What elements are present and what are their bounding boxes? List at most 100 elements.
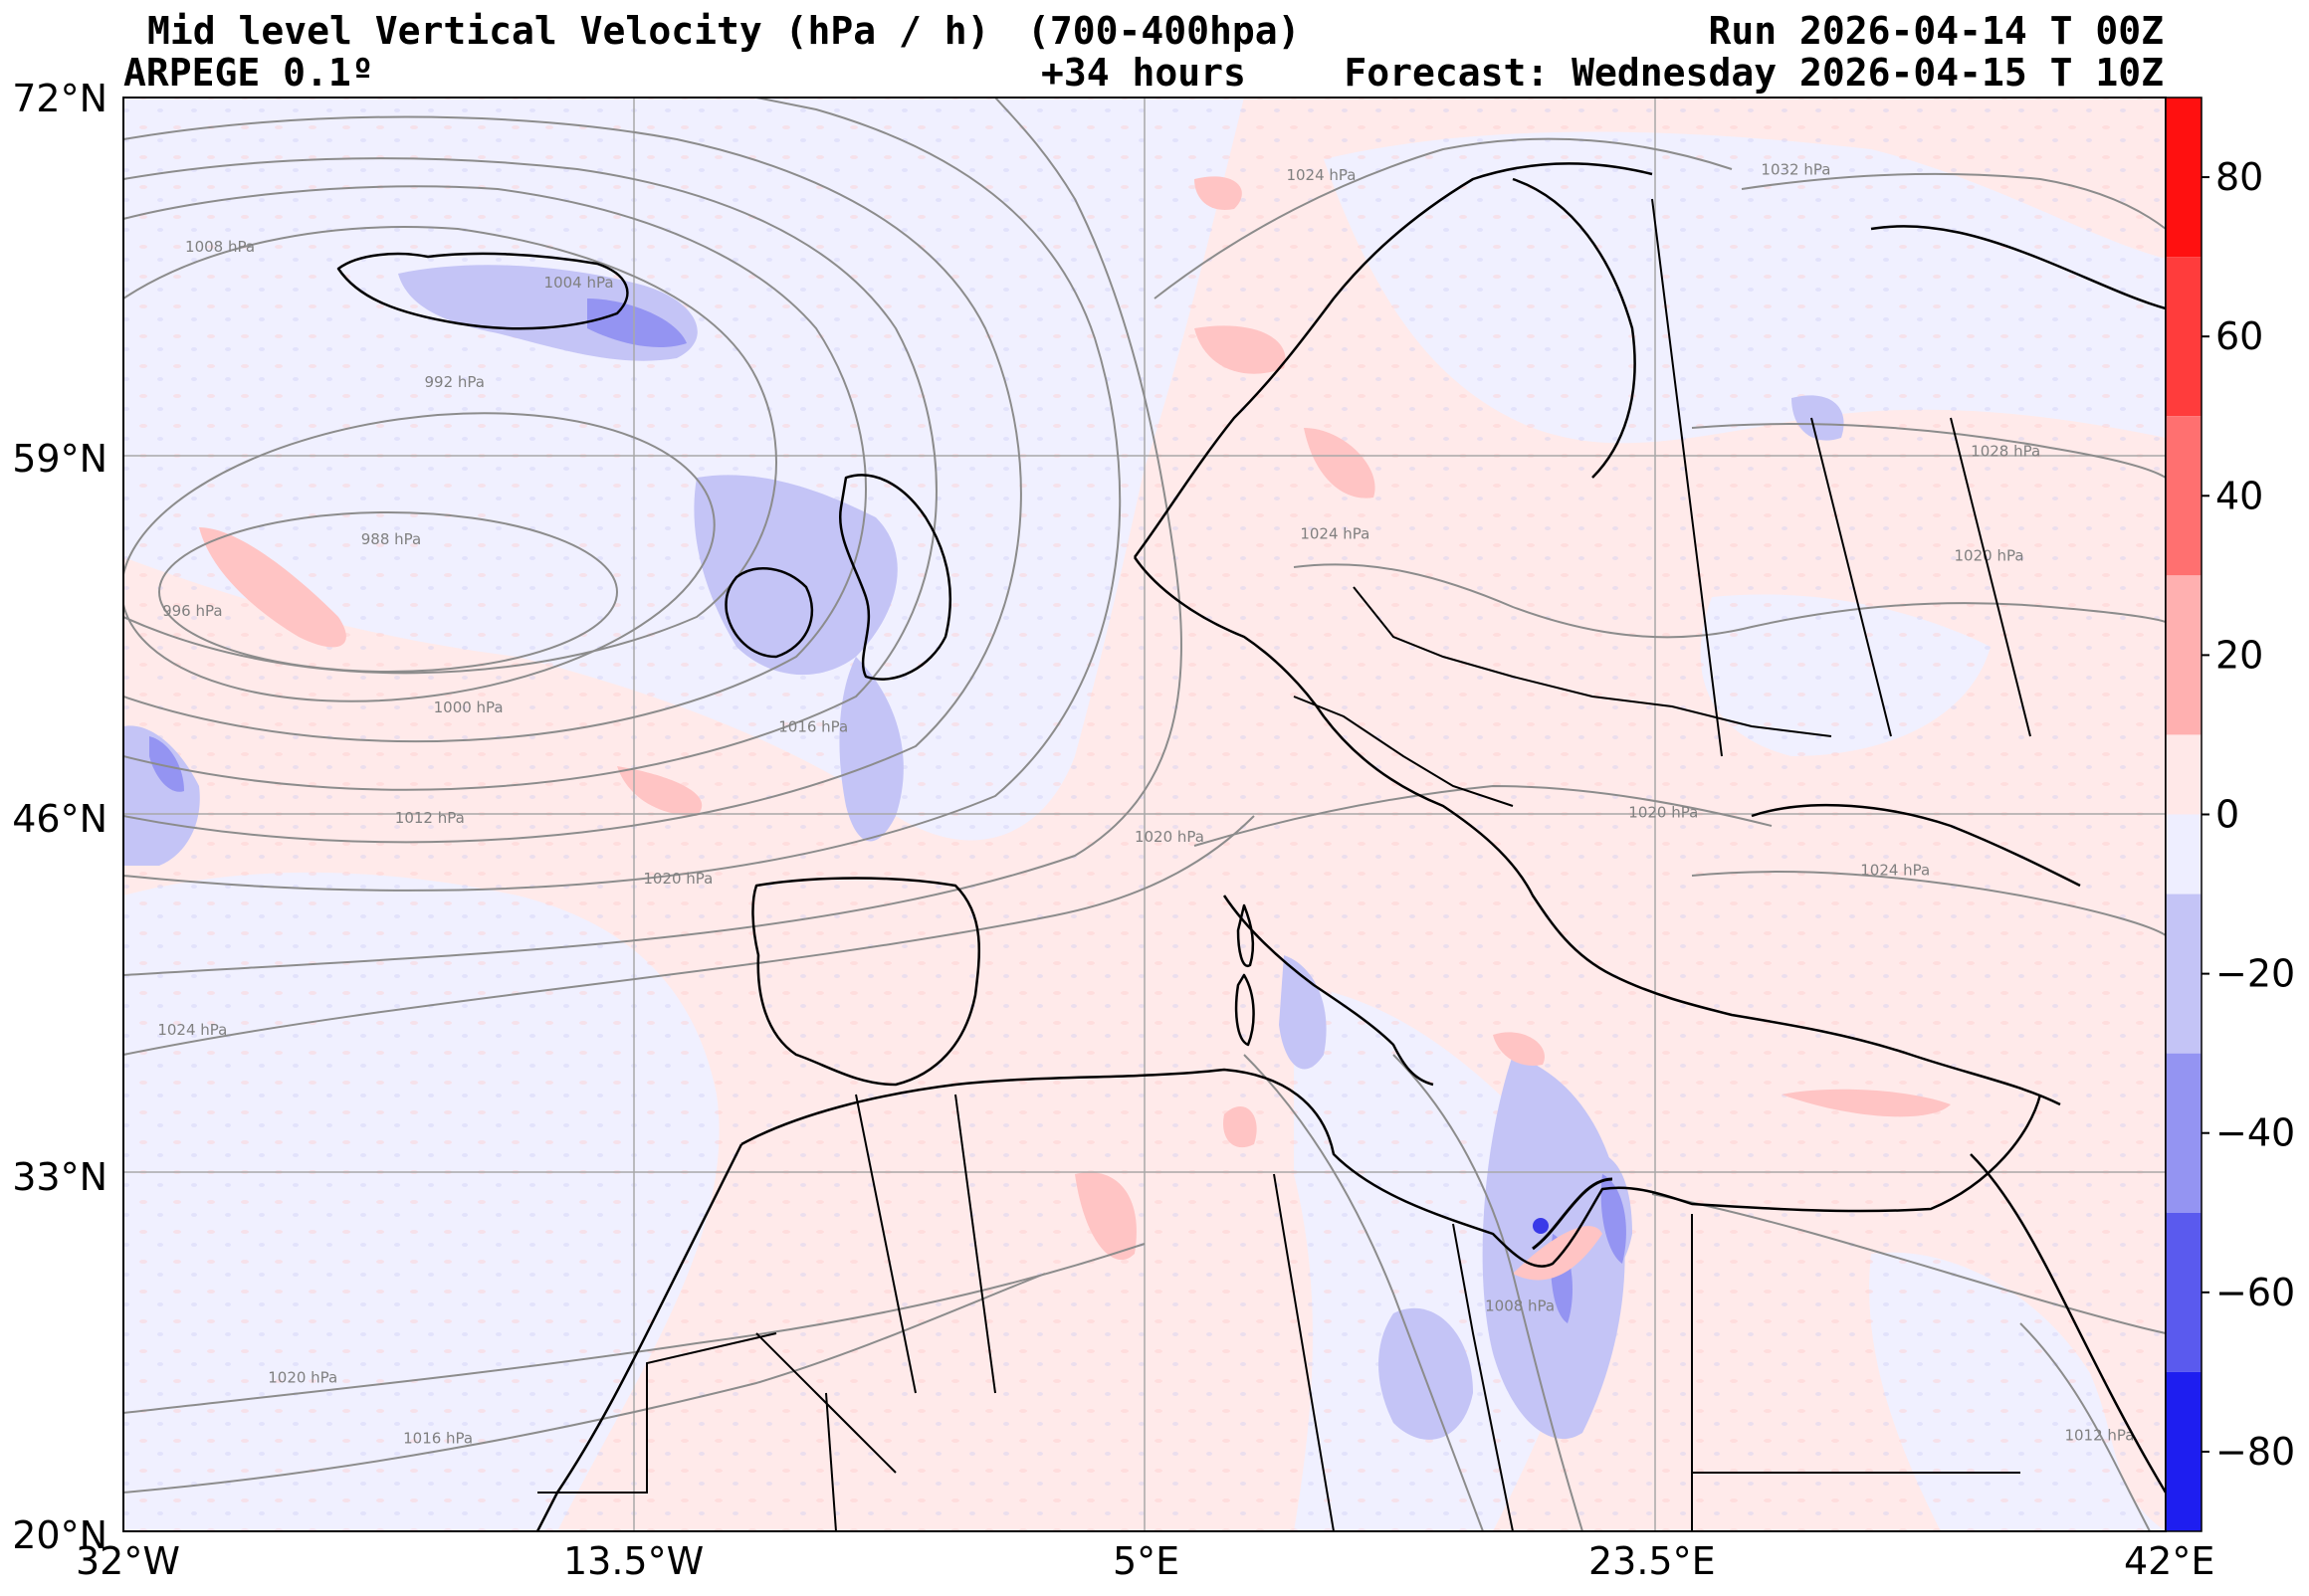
model-name: ARPEGE 0.1º: [123, 51, 374, 95]
lon-tick-23e: 23.5°E: [1588, 1539, 1716, 1583]
isobar-1008: [123, 115, 1022, 844]
colorbar-tick-label: 80: [2215, 155, 2263, 199]
lat-tick-46: 46°N: [12, 797, 107, 841]
isobar-label: 1032 hPa: [1761, 161, 1830, 179]
scandinavia-coast: [1133, 162, 1653, 558]
colorbar-band: [2166, 734, 2202, 815]
lead-time: +34 hours: [1041, 51, 1246, 95]
colorbar-band: [2166, 814, 2202, 895]
colorbar-band: [2166, 98, 2202, 258]
isobar-label: 1012 hPa: [2064, 1427, 2134, 1445]
isobar-label: 1028 hPa: [1971, 442, 2040, 460]
lon-tick-13w: 13.5°W: [563, 1539, 705, 1583]
colorbar-band: [2166, 1053, 2202, 1213]
isobar-label: 1024 hPa: [1300, 524, 1369, 542]
colorbar-band: [2166, 575, 2202, 735]
colorbar-band: [2166, 1212, 2202, 1372]
isobar-label: 1020 hPa: [1628, 803, 1698, 821]
isobar-label: 1008 hPa: [1485, 1297, 1555, 1314]
colorbar-band: [2166, 257, 2202, 417]
lat-tick-59: 59°N: [12, 437, 107, 481]
descent-patches: [199, 176, 1951, 1281]
white-sea-coast: [1870, 225, 2166, 310]
isobar-1016-south: [123, 1273, 1046, 1494]
isobar-label: 1020 hPa: [1955, 547, 2024, 565]
isobar-label: 988 hPa: [361, 530, 421, 548]
ascent-core: [1533, 1218, 1549, 1234]
isobar-1024-north: [1154, 137, 1733, 299]
isobar-label: 1024 hPa: [1860, 861, 1930, 879]
isobar-label: 1016 hPa: [778, 717, 848, 735]
isobar-1024-east: [1691, 871, 2166, 936]
isobar-label: 996 hPa: [162, 602, 222, 620]
red-sea-coast: [1970, 1153, 2166, 1494]
colorbar-tick-label: 0: [2215, 793, 2239, 837]
country-borders: [537, 198, 2031, 1531]
isobar-988: [158, 511, 618, 673]
sardinia-coast: [1234, 973, 1255, 1047]
isobar-1008-africa: [1392, 1054, 1583, 1531]
isobar-1012-africa: [1243, 1054, 1484, 1531]
lon-tick-42e: 42°E: [2124, 1539, 2215, 1583]
colorbar-tick-label: −60: [2215, 1271, 2295, 1314]
isobar-1016-east: [1651, 1193, 2166, 1334]
corsica-coast: [1236, 903, 1255, 968]
ireland-coast: [725, 567, 814, 659]
isobar-label: 1020 hPa: [643, 870, 713, 888]
isobar-1000: [123, 185, 867, 743]
isobar-label: 1004 hPa: [544, 274, 614, 292]
run-time: Run 2026-04-14 T 00Z: [1708, 9, 2164, 53]
black-sea-coast: [1751, 803, 2081, 888]
forecast-time: Forecast: Wednesday 2026-04-15 T 10Z: [1344, 51, 2164, 95]
chart-title: Mid level Vertical Velocity (hPa / h): [147, 9, 990, 53]
isobars: [123, 98, 2166, 1531]
baltic-coast: [1512, 177, 1636, 479]
italy-coast: [1222, 895, 1434, 1087]
colorbar: 80 60 40 20 0 −20 −40 −60 −80: [2165, 97, 2295, 1532]
isobar-label: 1020 hPa: [1135, 828, 1204, 846]
isobar-1020-east: [1293, 563, 2166, 639]
coastlines: [336, 162, 2166, 1531]
isobar-label: 1024 hPa: [157, 1021, 227, 1039]
iberia-coast: [751, 877, 980, 1087]
colorbar-tick-label: −20: [2215, 952, 2295, 996]
isobar-1020: [123, 815, 1255, 1056]
isobar-1028: [1691, 423, 2166, 479]
map-grid: [123, 98, 2166, 1531]
isobar-992: [123, 412, 716, 702]
isobar-label: 1000 hPa: [434, 698, 504, 716]
colorbar-tick-label: −80: [2215, 1430, 2295, 1474]
isobar-1020-south: [123, 1243, 1146, 1414]
colorbar-band: [2166, 416, 2202, 576]
gulf-of-sidra-coast: [1532, 1177, 1613, 1251]
isobar-label: 1020 hPa: [268, 1368, 337, 1386]
isobar-label: 992 hPa: [425, 373, 485, 391]
isobar-label: 1016 hPa: [403, 1429, 473, 1447]
isobar-label: 1012 hPa: [395, 809, 465, 827]
europe-south-coast: [1133, 556, 2061, 1106]
colorbar-tick-label: −40: [2215, 1111, 2295, 1155]
isobar-1016: [123, 98, 1182, 976]
britain-coast: [838, 474, 952, 681]
isobar-1012: [123, 98, 1122, 892]
lat-tick-20: 20°N: [12, 1513, 107, 1557]
lat-tick-33: 33°N: [12, 1155, 107, 1199]
isobar-label: 1024 hPa: [1286, 166, 1356, 184]
isobar-1004: [123, 157, 938, 791]
north-africa-coast: [740, 1068, 2042, 1268]
isobar-1012-east: [2019, 1322, 2151, 1531]
isobar-1032: [1741, 172, 2166, 230]
colorbar-band: [2166, 1371, 2202, 1531]
colorbar-tick-label: 40: [2215, 474, 2263, 517]
lon-tick-32w: 32°W: [76, 1539, 180, 1583]
isobar-label: 1008 hPa: [185, 238, 255, 256]
lon-tick-5e: 5°E: [1113, 1539, 1180, 1583]
colorbar-band: [2166, 894, 2202, 1054]
isobar-1020-centre: [1193, 784, 1773, 847]
colorbar-tick-label: 20: [2215, 633, 2263, 677]
isobar-996: [123, 226, 777, 675]
pressure-level: (700-400hpa): [1027, 9, 1301, 53]
iceland-coast: [336, 252, 629, 330]
lat-tick-72: 72°N: [12, 77, 107, 120]
isobar-labels: 1008 hPa 1004 hPa 992 hPa 988 hPa 996 hPa 100…: [157, 161, 2134, 1448]
